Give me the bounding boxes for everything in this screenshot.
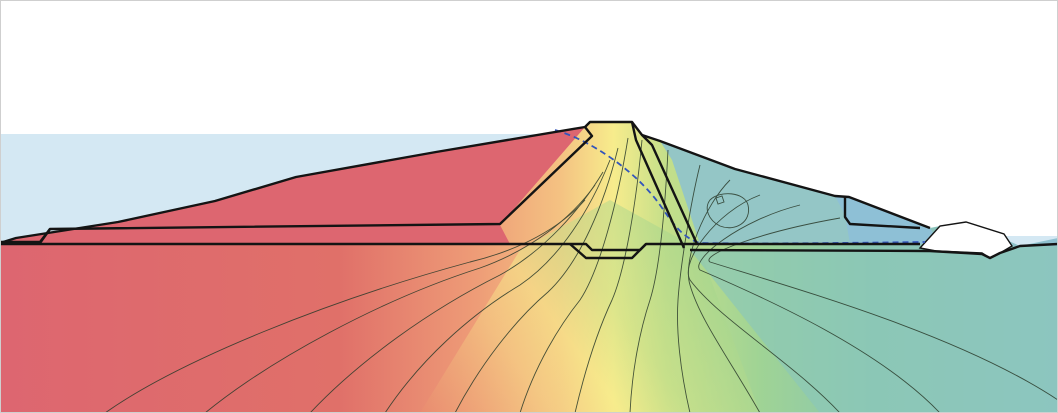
equipotential-peak [715,195,725,205]
foundation-head-fan [420,200,760,413]
embankment-surface-outline [0,120,931,245]
downstream-foundation [690,246,1058,413]
equipotential-line-1 [104,199,586,413]
equipotential-loop [706,193,750,229]
cutoff-trench [569,243,647,260]
equipotential-line-8 [629,149,669,413]
equipotential-line-12 [698,204,941,413]
chimney-drain-upstream-edge [630,121,686,249]
equipotential-line-4 [384,159,611,413]
foundation-contact-lower [0,228,51,244]
equipotential-line-6 [519,137,629,413]
toe-berm-boundary [843,196,921,230]
equipotential-line-13 [708,217,1058,401]
phreatic-line [554,129,926,245]
equipotential-line-2 [204,184,596,413]
chimney-drain-downstream-edge [641,134,699,245]
zone-outlines [0,120,1058,260]
equipotential-line-9 [677,164,701,413]
upstream-shell [0,127,585,244]
equipotential-line-7 [574,139,643,413]
drain-blanket [689,242,1058,260]
equipotential-line-5 [454,147,619,413]
downstream-toe-berm [835,196,940,244]
equipotential-line-3 [309,171,604,413]
equipotential-contours [104,137,1058,413]
equipotential-line-11 [687,194,841,413]
